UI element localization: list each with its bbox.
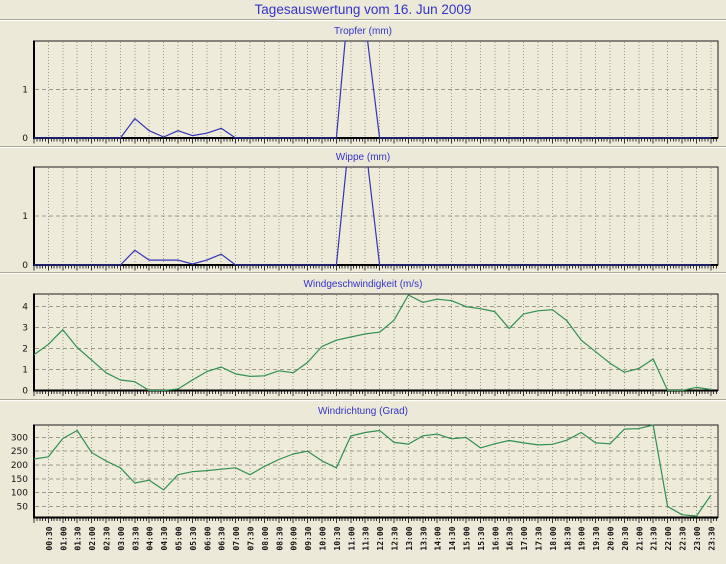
svg-text:02:00: 02:00 — [88, 526, 97, 550]
chart-title-tropfer: Tropfer (mm) — [334, 26, 392, 37]
svg-text:01:30: 01:30 — [74, 526, 83, 550]
svg-text:12:00: 12:00 — [376, 526, 385, 550]
svg-text:1: 1 — [22, 212, 28, 222]
svg-text:11:00: 11:00 — [347, 526, 356, 550]
svg-text:0: 0 — [22, 261, 28, 271]
svg-text:20:30: 20:30 — [621, 526, 630, 550]
chart-title-wippe: Wippe (mm) — [335, 152, 391, 163]
windrichtung-chart: 50 100 150 200 250 300 00:30 01:00 01:30 02:00 02:… — [0, 420, 726, 564]
svg-text:06:30: 06:30 — [218, 526, 227, 550]
svg-text:07:30: 07:30 — [247, 526, 256, 550]
chart-svg-2: 0 1 2 3 4 — [22, 293, 719, 397]
svg-text:14:30: 14:30 — [448, 526, 457, 550]
svg-text:15:00: 15:00 — [463, 526, 472, 550]
svg-text:15:30: 15:30 — [477, 526, 486, 550]
svg-text:16:30: 16:30 — [506, 526, 515, 550]
windgeschwindigkeit-chart: 0 1 2 3 4 — [0, 289, 726, 397]
svg-text:1: 1 — [22, 366, 28, 376]
svg-text:03:30: 03:30 — [131, 526, 140, 550]
svg-text:00:30: 00:30 — [45, 526, 54, 550]
chart-svg-1: 01 — [22, 166, 719, 271]
separator — [0, 19, 726, 21]
chart-title-windrichtung: Windrichtung (Grad) — [317, 406, 409, 417]
svg-text:17:30: 17:30 — [535, 526, 544, 550]
svg-text:08:00: 08:00 — [261, 526, 270, 550]
svg-text:150: 150 — [11, 475, 28, 485]
svg-text:18:00: 18:00 — [549, 526, 558, 550]
svg-text:21:00: 21:00 — [635, 526, 644, 550]
svg-text:11:30: 11:30 — [362, 526, 371, 550]
svg-text:16:00: 16:00 — [491, 526, 500, 550]
chart-svg-3: 50 100 150 200 250 300 00:30 01:00 01:30 02:00 02:… — [11, 424, 719, 551]
svg-text:50: 50 — [17, 502, 29, 512]
svg-text:2: 2 — [22, 345, 28, 355]
separator — [0, 272, 726, 274]
svg-text:18:30: 18:30 — [563, 526, 572, 550]
svg-text:250: 250 — [11, 447, 28, 457]
svg-text:04:30: 04:30 — [160, 526, 169, 550]
svg-text:14:00: 14:00 — [434, 526, 443, 550]
separator — [0, 146, 726, 148]
svg-text:19:30: 19:30 — [592, 526, 601, 550]
svg-text:20:00: 20:00 — [607, 526, 616, 550]
svg-text:09:30: 09:30 — [304, 526, 313, 550]
svg-text:23:00: 23:00 — [693, 526, 702, 550]
svg-text:21:30: 21:30 — [650, 526, 659, 550]
svg-text:200: 200 — [11, 461, 28, 471]
svg-text:05:30: 05:30 — [189, 526, 198, 550]
chart-title-windgeschwindigkeit: Windgeschwindigkeit (m/s) — [303, 279, 423, 290]
svg-text:02:30: 02:30 — [103, 526, 112, 550]
svg-text:100: 100 — [11, 489, 28, 499]
svg-text:300: 300 — [11, 433, 28, 443]
separator — [0, 399, 726, 401]
svg-text:0: 0 — [22, 387, 28, 397]
svg-text:23:30: 23:30 — [707, 526, 716, 550]
svg-text:12:30: 12:30 — [391, 526, 400, 550]
svg-text:13:30: 13:30 — [419, 526, 428, 550]
svg-text:10:30: 10:30 — [333, 526, 342, 550]
svg-text:22:30: 22:30 — [679, 526, 688, 550]
svg-text:09:00: 09:00 — [290, 526, 299, 550]
svg-text:4: 4 — [22, 303, 28, 313]
svg-text:03:00: 03:00 — [117, 526, 126, 550]
svg-text:10:00: 10:00 — [319, 526, 328, 550]
page-title: Tagesauswertung vom 16. Jun 2009 — [254, 2, 472, 17]
svg-text:3: 3 — [22, 324, 28, 334]
svg-text:07:00: 07:00 — [232, 526, 241, 550]
svg-text:1: 1 — [22, 86, 28, 96]
svg-text:19:00: 19:00 — [578, 526, 587, 550]
svg-text:22:00: 22:00 — [664, 526, 673, 550]
svg-text:08:30: 08:30 — [275, 526, 284, 550]
svg-text:0: 0 — [22, 134, 28, 144]
svg-text:13:00: 13:00 — [405, 526, 414, 550]
svg-text:05:00: 05:00 — [175, 526, 184, 550]
svg-text:04:00: 04:00 — [146, 526, 155, 550]
chart-svg-0: 01 — [22, 40, 719, 144]
svg-text:06:00: 06:00 — [203, 526, 212, 550]
svg-text:01:00: 01:00 — [59, 526, 68, 550]
svg-text:17:00: 17:00 — [520, 526, 529, 550]
